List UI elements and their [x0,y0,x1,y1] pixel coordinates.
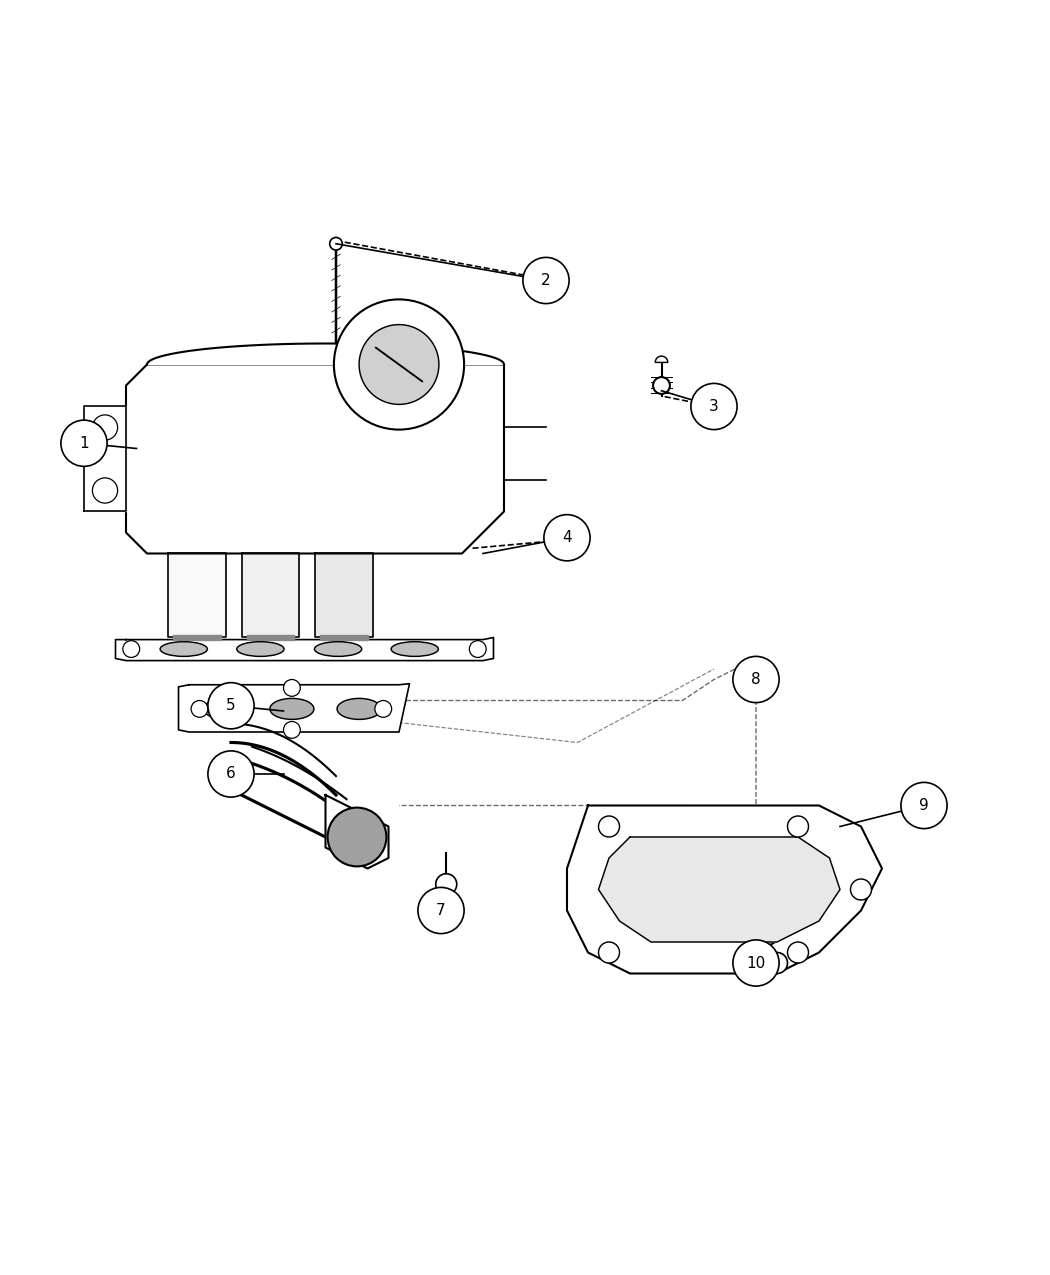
Polygon shape [84,407,126,511]
Text: 3: 3 [709,399,719,414]
Circle shape [436,873,457,895]
Polygon shape [247,635,294,640]
Text: 6: 6 [226,766,236,782]
Circle shape [284,722,300,738]
Ellipse shape [270,699,314,719]
Circle shape [359,325,439,404]
Polygon shape [116,638,494,660]
Circle shape [766,952,788,974]
Ellipse shape [337,699,381,719]
Text: 8: 8 [751,672,761,687]
Circle shape [330,237,342,250]
Polygon shape [598,836,840,942]
Text: 10: 10 [747,955,765,970]
Circle shape [61,421,107,467]
Circle shape [284,680,300,696]
Circle shape [123,640,140,658]
Circle shape [208,682,254,729]
Ellipse shape [391,641,439,657]
Circle shape [788,816,808,836]
Circle shape [328,807,386,867]
Circle shape [788,942,808,963]
Text: 4: 4 [562,530,572,546]
Circle shape [598,942,620,963]
Circle shape [208,751,254,797]
Text: 5: 5 [226,699,236,713]
Polygon shape [173,635,220,640]
Circle shape [743,662,769,687]
Circle shape [653,377,670,394]
Circle shape [850,878,871,900]
Text: 9: 9 [919,798,929,813]
Circle shape [691,384,737,430]
Polygon shape [242,553,299,638]
Circle shape [901,783,947,829]
Text: 2: 2 [541,273,551,288]
Wedge shape [655,356,668,362]
Circle shape [375,700,392,718]
Circle shape [523,258,569,303]
Circle shape [733,657,779,703]
Circle shape [92,478,118,504]
Circle shape [92,414,118,440]
Ellipse shape [160,641,208,657]
Circle shape [733,940,779,986]
Text: 1: 1 [79,436,89,451]
Polygon shape [168,553,226,638]
Polygon shape [178,683,410,732]
Polygon shape [326,796,388,868]
Circle shape [544,515,590,561]
Circle shape [598,816,620,836]
Circle shape [469,640,486,658]
Ellipse shape [204,699,248,719]
Polygon shape [315,553,373,638]
Text: 7: 7 [436,903,446,918]
Polygon shape [126,365,504,553]
Ellipse shape [315,641,361,657]
Circle shape [334,300,464,430]
Circle shape [418,887,464,933]
Circle shape [191,700,208,718]
Polygon shape [320,635,368,640]
Polygon shape [147,343,504,365]
Ellipse shape [236,641,284,657]
Polygon shape [567,806,882,974]
